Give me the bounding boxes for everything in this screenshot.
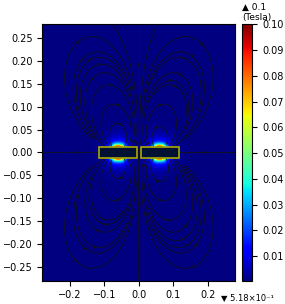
FancyArrowPatch shape (75, 260, 77, 262)
FancyArrowPatch shape (186, 244, 189, 247)
FancyArrowPatch shape (156, 180, 159, 182)
FancyArrowPatch shape (96, 230, 99, 232)
FancyArrowPatch shape (194, 244, 197, 247)
FancyArrowPatch shape (119, 123, 121, 125)
FancyArrowPatch shape (93, 246, 95, 248)
Text: ▼ 5.18×10⁻¹: ▼ 5.18×10⁻¹ (221, 293, 274, 302)
FancyArrowPatch shape (193, 266, 196, 268)
FancyArrowPatch shape (138, 64, 140, 66)
FancyArrowPatch shape (84, 248, 87, 250)
FancyArrowPatch shape (201, 43, 203, 45)
FancyArrowPatch shape (76, 41, 79, 43)
FancyArrowPatch shape (105, 224, 107, 226)
FancyArrowPatch shape (159, 199, 161, 201)
FancyArrowPatch shape (182, 57, 185, 59)
FancyArrowPatch shape (109, 84, 112, 86)
Bar (141, 147, 178, 158)
FancyArrowPatch shape (138, 203, 140, 206)
FancyArrowPatch shape (159, 104, 161, 106)
Text: ▲ 0.1
(Tesla): ▲ 0.1 (Tesla) (242, 3, 271, 22)
FancyArrowPatch shape (89, 58, 91, 61)
FancyArrowPatch shape (191, 55, 194, 57)
FancyArrowPatch shape (179, 73, 182, 75)
FancyArrowPatch shape (166, 219, 168, 221)
FancyArrowPatch shape (97, 63, 100, 65)
FancyArrowPatch shape (116, 199, 119, 201)
FancyArrowPatch shape (140, 95, 142, 97)
FancyArrowPatch shape (168, 79, 171, 81)
FancyArrowPatch shape (155, 127, 158, 129)
FancyArrowPatch shape (101, 218, 104, 220)
Bar (99, 147, 137, 158)
FancyArrowPatch shape (116, 104, 119, 106)
FancyArrowPatch shape (174, 85, 177, 87)
FancyArrowPatch shape (74, 151, 76, 154)
FancyArrowPatch shape (184, 225, 187, 227)
FancyArrowPatch shape (120, 176, 123, 178)
FancyArrowPatch shape (135, 101, 138, 103)
FancyArrowPatch shape (81, 58, 83, 61)
FancyArrowPatch shape (91, 78, 93, 80)
FancyArrowPatch shape (202, 151, 204, 154)
FancyArrowPatch shape (138, 150, 140, 153)
FancyArrowPatch shape (182, 238, 184, 240)
